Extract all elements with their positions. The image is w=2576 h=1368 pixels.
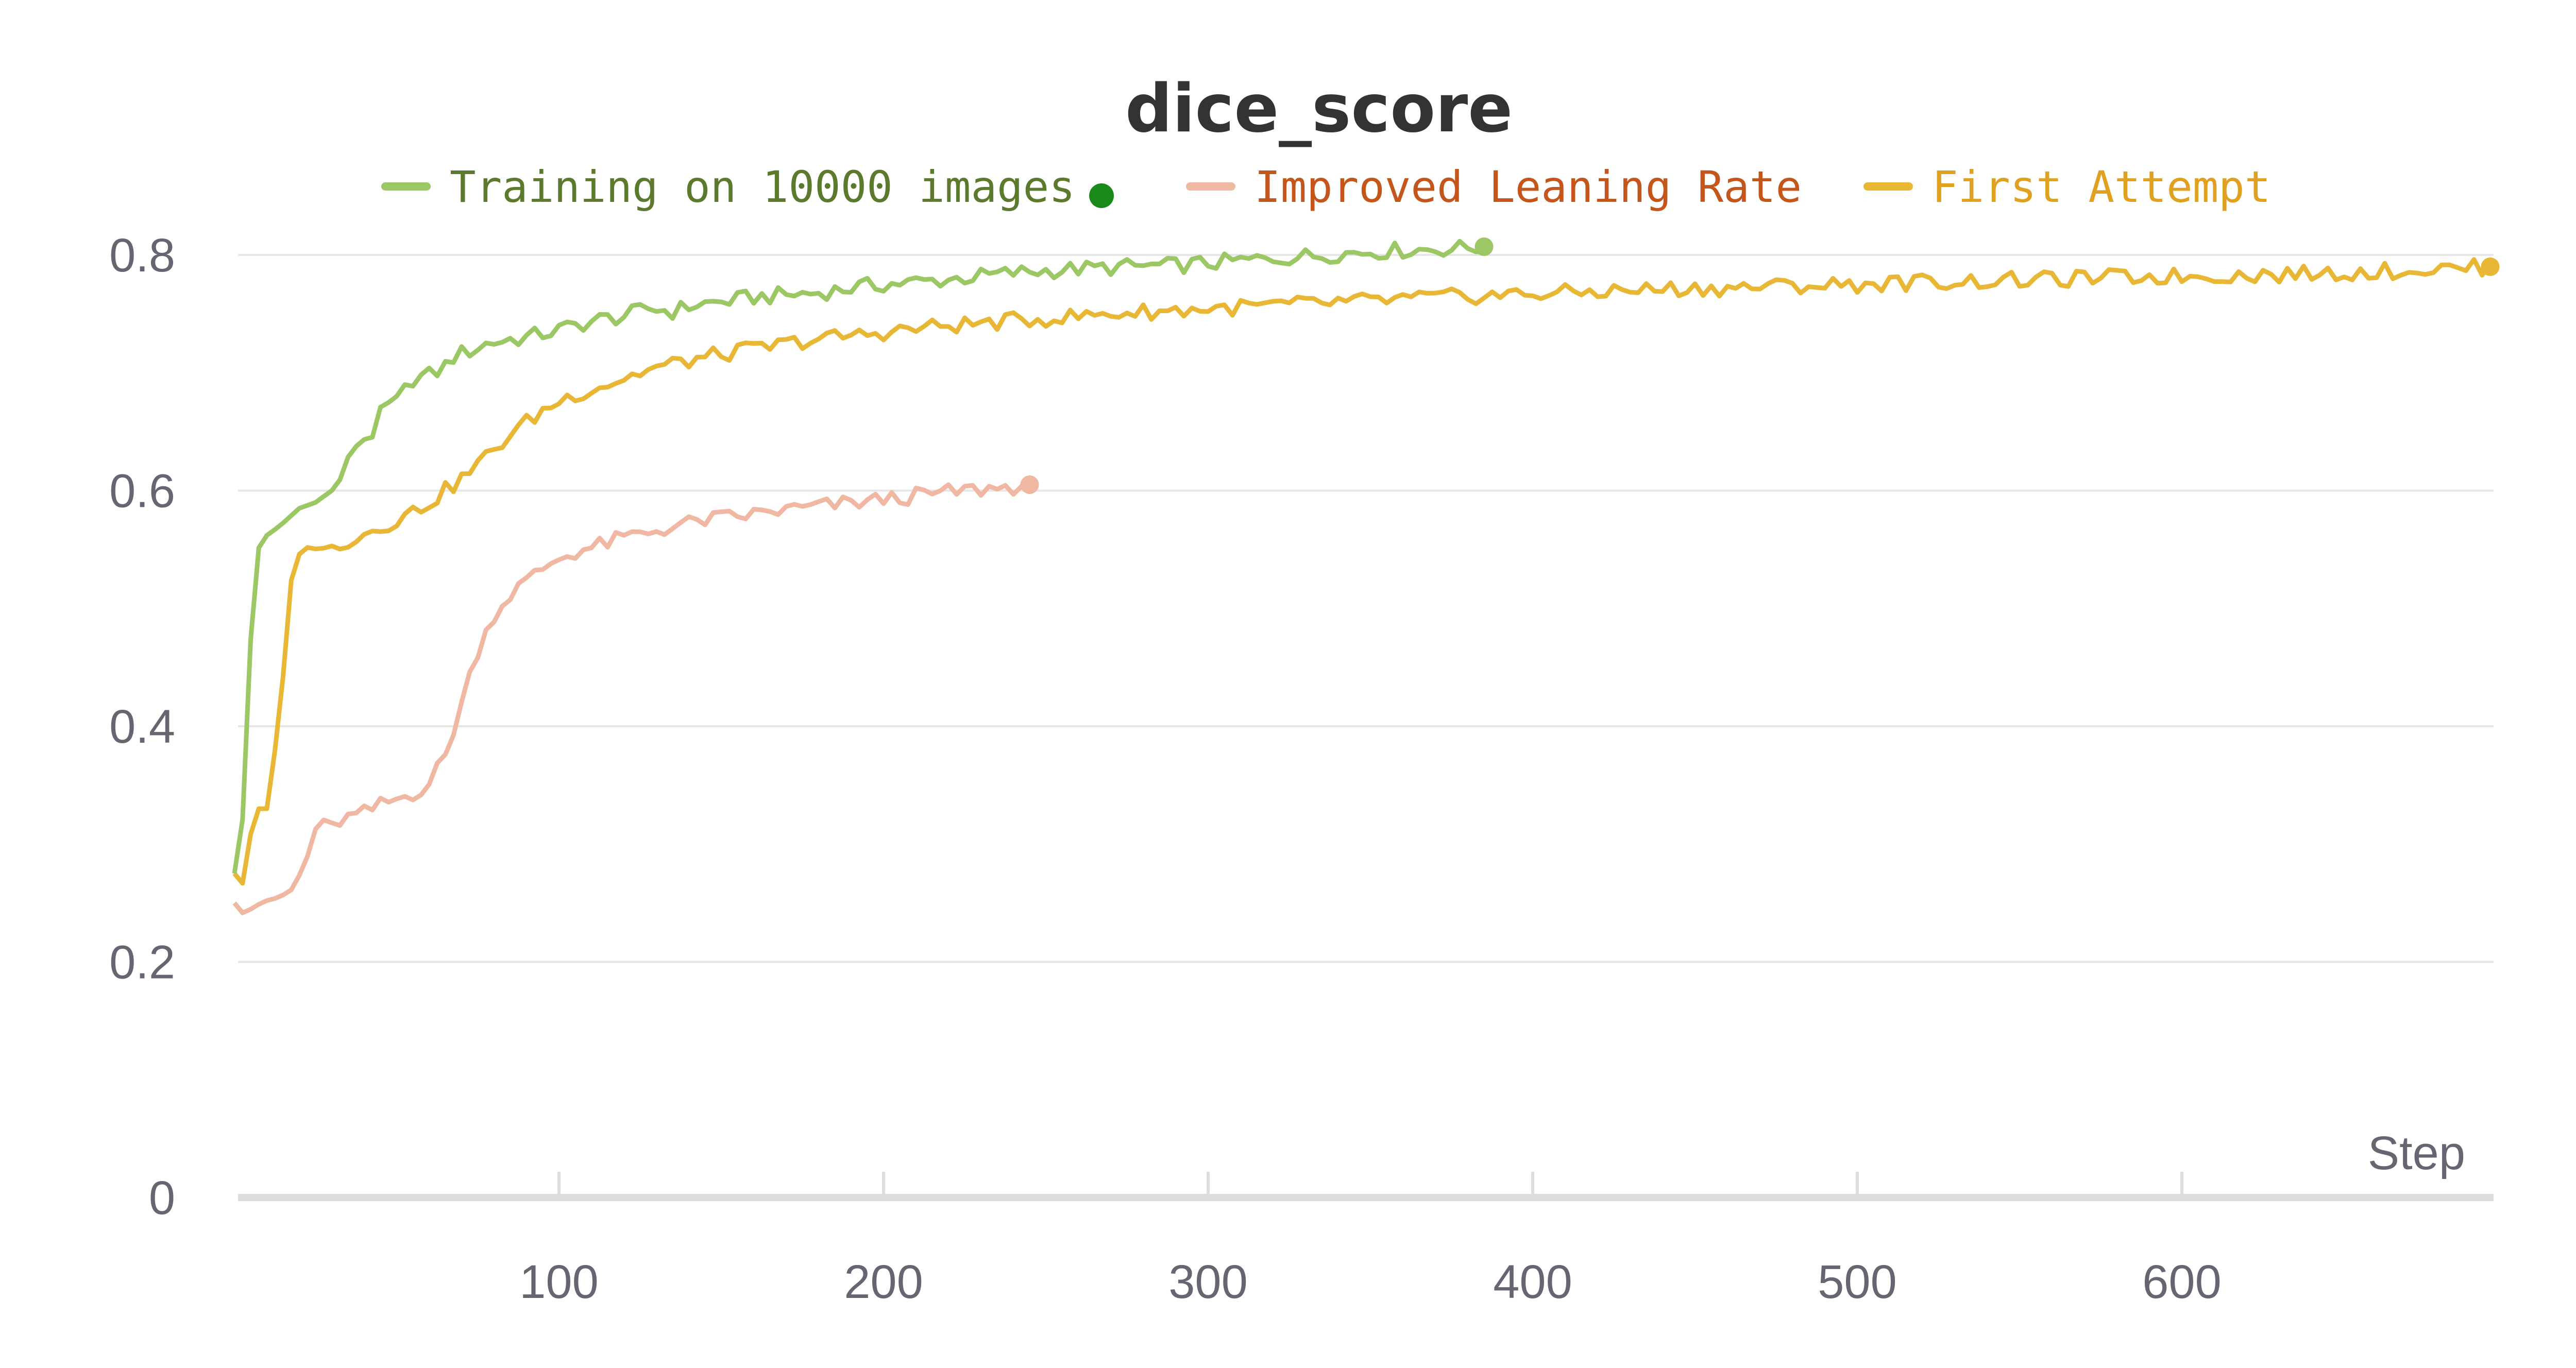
x-tick-label: 400 — [1493, 1256, 1572, 1308]
y-tick-label: 0.8 — [109, 229, 175, 282]
series-line — [232, 257, 2493, 886]
legend-label: Improved Leaning Rate — [1255, 162, 1802, 212]
x-tick-label: 200 — [844, 1256, 923, 1308]
x-tick-label: 300 — [1168, 1256, 1248, 1308]
series-end-point — [1020, 475, 1039, 494]
x-tick-label: 600 — [2142, 1256, 2222, 1308]
series-group — [232, 237, 2500, 915]
y-axis: 0 0.2 0.4 0.6 0.8 — [109, 229, 175, 1224]
grid — [238, 254, 2494, 963]
series-end-point — [1475, 237, 1494, 256]
series-end-point — [2481, 257, 2500, 276]
y-tick-label: 0 — [149, 1172, 175, 1224]
x-axis: 100 200 300 400 500 600 — [238, 1172, 2494, 1308]
y-tick-label: 0.4 — [109, 700, 175, 753]
series-line — [232, 238, 1486, 874]
legend-label: First Attempt — [1932, 162, 2270, 212]
legend-label: Training on 10000 images — [450, 162, 1075, 212]
chart-title: dice_score — [1125, 71, 1513, 147]
legend: Training on 10000 images Improved Leaning… — [381, 162, 2270, 212]
y-tick-label: 0.2 — [109, 936, 175, 989]
series-line — [232, 475, 1032, 915]
x-tick-label: 500 — [1818, 1256, 1897, 1308]
legend-marker-dot — [1089, 183, 1114, 208]
y-tick-label: 0.6 — [109, 465, 175, 518]
x-axis-label: Step — [2368, 1127, 2465, 1179]
x-tick-label: 100 — [519, 1256, 599, 1308]
